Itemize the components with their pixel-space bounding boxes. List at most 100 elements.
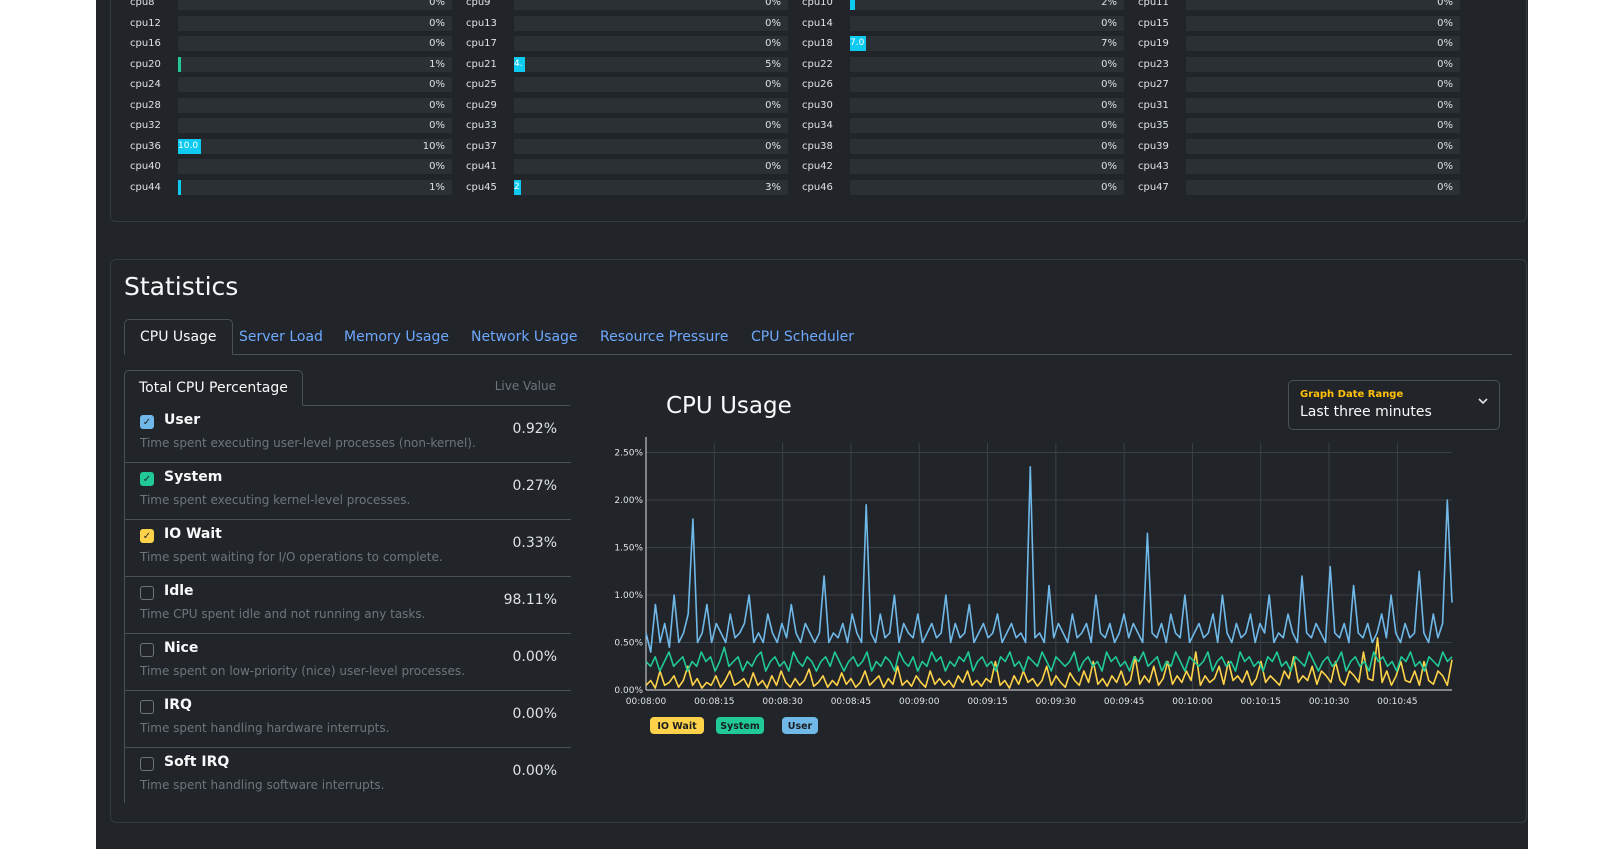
x-tick-label: 00:08:15 xyxy=(694,697,734,707)
cpu-usage-bar xyxy=(850,159,1076,174)
cpu-percent: 0% xyxy=(740,97,788,113)
cpu-row-cpu13: cpu13 0% xyxy=(466,15,788,31)
cpu-row-cpu44: cpu44 1% xyxy=(130,179,452,195)
legend-swatch xyxy=(782,717,818,734)
cpu-usage-bar xyxy=(1186,0,1412,10)
metric-checkbox[interactable]: ✓ xyxy=(140,529,154,543)
cpu-percent: 0% xyxy=(404,15,452,31)
metric-label: User xyxy=(164,412,201,428)
x-tick-label: 00:08:30 xyxy=(762,697,803,707)
series-line-io-wait xyxy=(645,637,1453,689)
tab-total-cpu-percentage[interactable]: Total CPU Percentage xyxy=(124,370,303,406)
cpu-usage-bar xyxy=(1186,179,1412,195)
tab-cpu-scheduler[interactable]: CPU Scheduler xyxy=(751,329,855,345)
x-tick-label: 00:10:15 xyxy=(1241,697,1281,707)
cpu-name: cpu19 xyxy=(1138,38,1169,49)
live-value-header: Live Value xyxy=(494,379,556,393)
cpu-percent: 0% xyxy=(1076,138,1124,154)
legend-label: IO Wait xyxy=(657,721,697,732)
cpu-percent: 0% xyxy=(740,138,788,154)
cpu-usage-bar xyxy=(178,179,404,195)
metric-description: Time CPU spent idle and not running any … xyxy=(140,607,426,621)
cpu-usage-fill: 4. xyxy=(514,56,526,72)
tab-server-load[interactable]: Server Load xyxy=(239,329,323,345)
cpu-percent: 0% xyxy=(1412,159,1460,174)
cpu-row-cpu41: cpu41 0% xyxy=(466,159,788,174)
cpu-row-cpu30: cpu30 0% xyxy=(802,97,1124,113)
cpu-usage-fill: 10.0 xyxy=(178,138,201,154)
cpu-percent: 0% xyxy=(1076,179,1124,195)
x-tick-label: 00:09:45 xyxy=(1104,697,1144,707)
cpu-row-cpu15: cpu15 0% xyxy=(1138,15,1460,31)
cpu-row-cpu8: cpu8 0% xyxy=(130,0,452,10)
cpu-row-cpu23: cpu23 0% xyxy=(1138,56,1460,72)
cpu-name: cpu41 xyxy=(466,161,497,172)
cpu-name: cpu18 xyxy=(802,38,833,49)
metric-live-value: 0.00% xyxy=(512,649,557,665)
cpu-percent: 0% xyxy=(404,97,452,113)
cpu-usage-bar xyxy=(178,77,404,92)
chart-title: CPU Usage xyxy=(666,393,792,419)
metric-checkbox[interactable] xyxy=(140,757,154,771)
cpu-usage-bar xyxy=(514,36,740,51)
cpu-percent: 0% xyxy=(1412,118,1460,133)
cpu-row-cpu39: cpu39 0% xyxy=(1138,138,1460,154)
metric-live-value: 0.00% xyxy=(512,706,557,722)
cpu-usage-bar xyxy=(850,179,1076,195)
metric-checkbox[interactable] xyxy=(140,700,154,714)
cpu-name: cpu20 xyxy=(130,58,161,70)
cpu-name: cpu43 xyxy=(1138,161,1169,172)
cpu-row-cpu11: cpu11 0% xyxy=(1138,0,1460,10)
cpu-name: cpu37 xyxy=(466,140,497,152)
y-tick-label: 2.00% xyxy=(614,496,643,506)
cpu-usage-bar xyxy=(514,118,740,133)
tab-memory-usage[interactable]: Memory Usage xyxy=(344,329,450,345)
cpu-row-cpu24: cpu24 0% xyxy=(130,77,452,92)
metric-checkbox[interactable]: ✓ xyxy=(140,415,154,429)
cpu-name: cpu40 xyxy=(130,161,161,172)
metric-label: IRQ xyxy=(164,697,192,713)
cpu-name: cpu16 xyxy=(130,38,161,49)
cpu-name: cpu12 xyxy=(130,17,161,29)
cpu-usage-bar xyxy=(178,56,404,72)
cpu-percent: 0% xyxy=(740,159,788,174)
metric-description: Time spent handling hardware interrupts. xyxy=(140,721,390,735)
tab-network-usage[interactable]: Network Usage xyxy=(471,329,578,345)
metric-checkbox[interactable] xyxy=(140,586,154,600)
cpu-row-cpu21: cpu21 4. 5% xyxy=(466,56,788,72)
metric-description: Time spent waiting for I/O operations to… xyxy=(140,550,443,564)
x-tick-label: 00:09:00 xyxy=(899,697,940,707)
statistics-card xyxy=(110,259,1527,823)
metric-checkbox[interactable]: ✓ xyxy=(140,472,154,486)
cpu-percent: 0% xyxy=(1412,15,1460,31)
graph-date-range-select[interactable]: Graph Date Range Last three minutes xyxy=(1288,380,1500,430)
cpu-percent: 0% xyxy=(1076,56,1124,72)
metric-checkbox[interactable] xyxy=(140,643,154,657)
cpu-row-cpu12: cpu12 0% xyxy=(130,15,452,31)
cpu-usage-bar xyxy=(850,0,1076,10)
cpu-usage-bar xyxy=(178,118,404,133)
cpu-percent: 1% xyxy=(404,56,452,72)
cpu-name: cpu42 xyxy=(802,161,833,172)
cpu-usage-bar xyxy=(850,138,1076,154)
cpu-name: cpu23 xyxy=(1138,58,1169,70)
cpu-row-cpu47: cpu47 0% xyxy=(1138,179,1460,195)
cpu-usage-bar xyxy=(1186,159,1412,174)
cpu-row-cpu20: cpu20 1% xyxy=(130,56,452,72)
cpu-usage-bar xyxy=(1186,36,1412,51)
cpu-usage-bar xyxy=(1186,118,1412,133)
cpu-row-cpu29: cpu29 0% xyxy=(466,97,788,113)
cpu-usage-fill xyxy=(178,56,181,72)
cpu-row-cpu40: cpu40 0% xyxy=(130,159,452,174)
cpu-name: cpu30 xyxy=(802,99,833,111)
metric-subtabs: Total CPU Percentage Live Value xyxy=(124,370,570,406)
metric-list: ✓ User Time spent executing user-level pro… xyxy=(124,406,571,803)
metric-label: Idle xyxy=(164,583,194,599)
x-tick-label: 00:10:00 xyxy=(1172,697,1213,707)
tab-resource-pressure[interactable]: Resource Pressure xyxy=(600,329,729,345)
tab-cpu-usage[interactable]: CPU Usage xyxy=(124,319,233,355)
cpu-percent: 0% xyxy=(1412,138,1460,154)
x-tick-label: 00:10:30 xyxy=(1309,697,1350,707)
metric-label: System xyxy=(164,469,223,485)
cpu-name: cpu46 xyxy=(802,181,833,193)
